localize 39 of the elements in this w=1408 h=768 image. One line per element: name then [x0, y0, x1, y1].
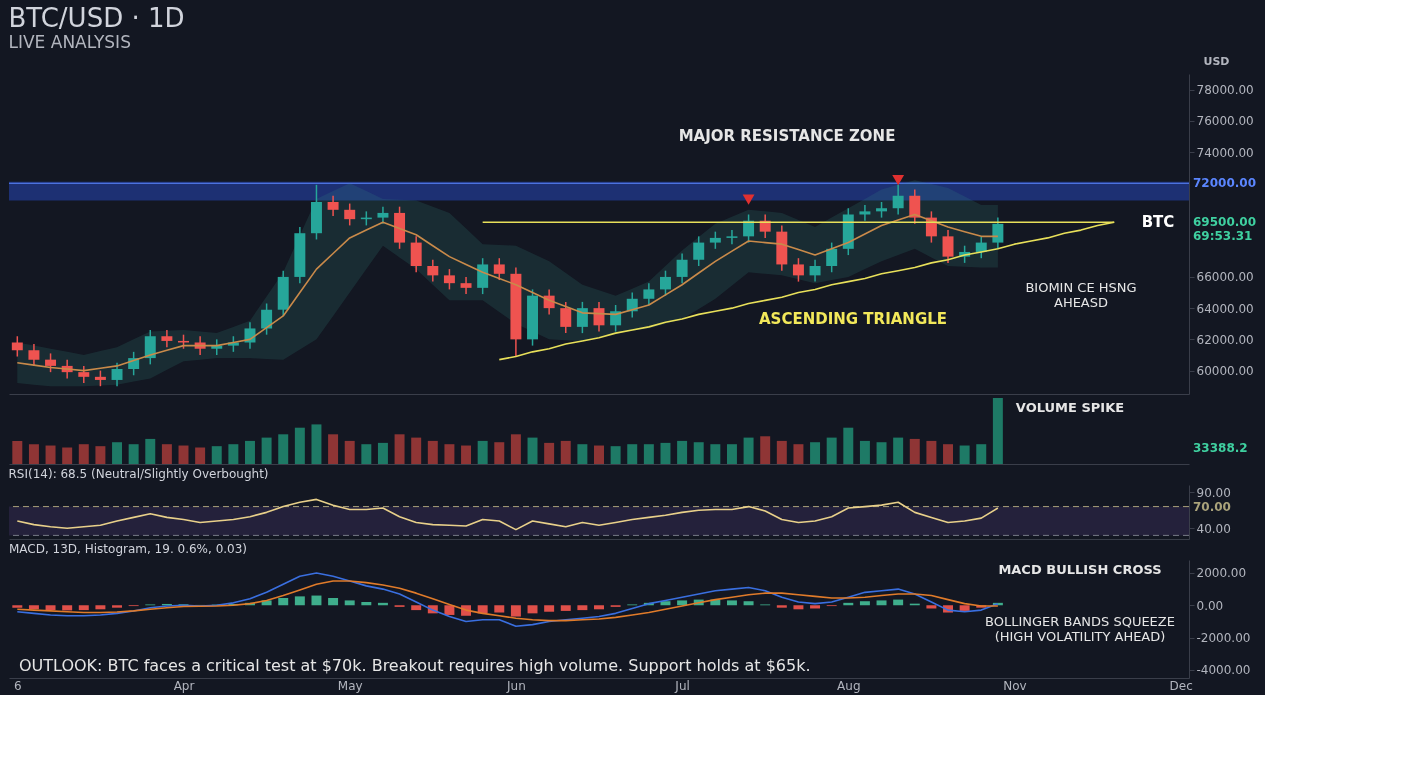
annotation: MACD BULLISH CROSS	[998, 562, 1162, 577]
annotation: MAJOR RESISTANCE ZONE	[678, 127, 896, 145]
y-tick-label: -4000.00	[1196, 663, 1251, 678]
annotation: VOLUME SPIKE	[1015, 400, 1125, 415]
y-tick-label: 76000.00	[1196, 114, 1254, 129]
text: 69500.00	[1193, 215, 1257, 229]
y-tick-label: 78000.00	[1196, 83, 1254, 98]
y-tick-label: 90.00	[1196, 485, 1231, 500]
annotation: BTC	[1141, 213, 1175, 231]
chart-title: BTC/USD · 1D	[8, 3, 185, 33]
y-tick-label: 66000.00	[1196, 270, 1254, 285]
x-tick-label: Jul	[674, 678, 690, 693]
chart-title: RSI(14): 68.5 (Neutral/Slightly Overbought)	[8, 467, 269, 481]
ref-line-label: 72000.00	[1193, 176, 1257, 191]
y-tick-label: -2000.00	[1196, 631, 1251, 646]
y-tick-label: 64000.00	[1196, 301, 1254, 316]
x-tick-label: Dec	[1169, 678, 1193, 693]
x-tick-label: Jun	[506, 678, 526, 693]
y-tick-label: 62000.00	[1196, 332, 1254, 347]
x-tick-label: Nov	[1003, 678, 1027, 693]
chart-subtitle: LIVE ANALYSIS	[8, 32, 131, 52]
annotation: BOLLINGER BANDS SQUEEZE (HIGH VOLATILITY AHEAD)	[985, 614, 1175, 644]
chart-title: MACD, 13D, Histogram, 19. 0.6%, 0.03)	[9, 542, 248, 556]
x-tick-label: Apr	[173, 678, 195, 693]
annotation: BIOMIN CE HSNG AHEASD	[1025, 280, 1137, 310]
x-tick-label: Aug	[837, 678, 861, 693]
x-tick-label: 6	[13, 678, 22, 693]
text: 33388.2	[1193, 441, 1248, 455]
text: 69:53.31	[1193, 229, 1253, 243]
y-tick-label: 60000.00	[1196, 364, 1254, 379]
y-tick-label: 0.00	[1196, 598, 1224, 613]
y-tick-label: 2000.00	[1196, 566, 1247, 581]
y-tick-label: 74000.00	[1196, 145, 1254, 160]
annotation: OUTLOOK: BTC faces a critical test at $70k. Breakout requires high volume. Support holds at $65k.	[19, 656, 811, 675]
annotation: ASCENDING TRIANGLE	[759, 310, 947, 328]
y-axis-title: USD	[1203, 54, 1230, 68]
y-tick-label: 40.00	[1196, 521, 1231, 536]
x-tick-label: May	[337, 678, 363, 693]
ref-line-label: 70.00	[1193, 499, 1231, 514]
